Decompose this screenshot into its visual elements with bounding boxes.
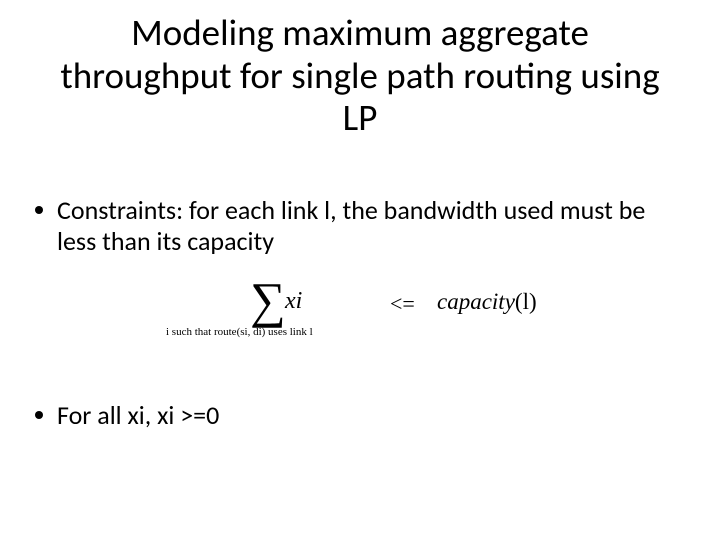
bullet-dot-icon bbox=[35, 411, 43, 419]
sum-index-text: i such that route(si, di) uses link l bbox=[166, 326, 313, 338]
sigma-symbol: ∑ bbox=[250, 275, 286, 325]
bullet-list: Constraints: for each link l, the bandwi… bbox=[35, 195, 680, 263]
bullet-text: For all xi, xi >=0 bbox=[57, 400, 680, 431]
slide-title: Modeling maximum aggregate throughput fo… bbox=[60, 12, 660, 140]
lp-constraint-formula: ∑ i such that route(si, di) uses link l … bbox=[180, 282, 660, 352]
bullet-text: Constraints: for each link l, the bandwi… bbox=[57, 195, 680, 257]
slide: Modeling maximum aggregate throughput fo… bbox=[0, 0, 720, 540]
capacity-arg: (l) bbox=[515, 289, 537, 314]
capacity-name: capacity bbox=[437, 289, 515, 314]
capacity-term: capacity(l) bbox=[437, 289, 537, 315]
bullet-dot-icon bbox=[35, 206, 43, 214]
bullet-item-constraints: Constraints: for each link l, the bandwi… bbox=[35, 195, 680, 257]
summand-term: xi bbox=[285, 288, 302, 315]
bullet-item-nonneg: For all xi, xi >=0 bbox=[35, 400, 680, 431]
relation-symbol: <= bbox=[390, 291, 415, 317]
bullet-list-2: For all xi, xi >=0 bbox=[35, 400, 680, 437]
